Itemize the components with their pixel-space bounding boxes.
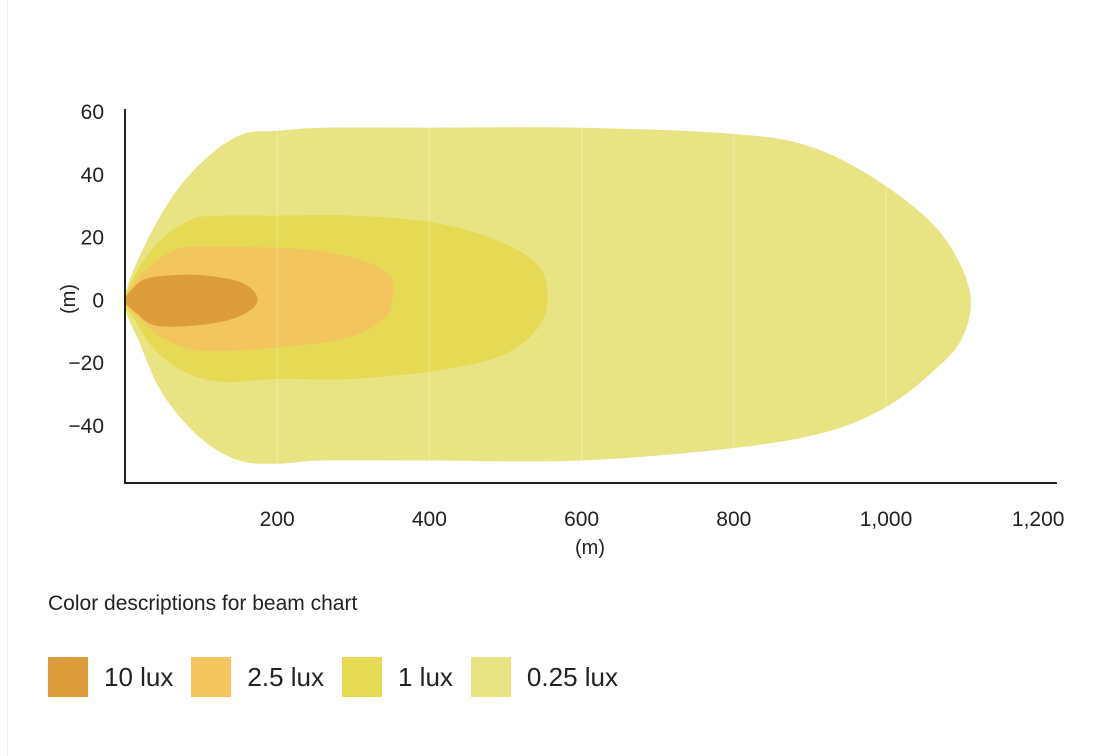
legend-label-0-25-lux: 0.25 lux <box>526 661 618 692</box>
legend-label-2-5-lux: 2.5 lux <box>247 661 324 692</box>
y-tick-label-0: 0 <box>92 289 104 312</box>
x-tick-label-400: 400 <box>412 508 447 531</box>
legend-item-2-5-lux: 2.5 lux <box>191 657 324 697</box>
x-tick-label-1-000: 1,000 <box>860 508 913 531</box>
y-tick-label-20: −20 <box>68 352 104 375</box>
y-tick-label-20: 20 <box>81 227 104 250</box>
x-tick-label-200: 200 <box>260 508 295 531</box>
legend: 10 lux 2.5 lux 1 lux 0.25 lux <box>48 657 636 697</box>
legend-item-1-lux: 1 lux <box>342 657 453 697</box>
x-tick-label-1-200: 1,200 <box>1012 508 1065 531</box>
legend-item-0-25-lux: 0.25 lux <box>470 657 618 697</box>
legend-label-10-lux: 10 lux <box>104 661 174 692</box>
x-tick-label-600: 600 <box>564 508 599 531</box>
x-axis-label: (m) <box>575 537 605 559</box>
y-tick-label-40: 40 <box>81 164 104 187</box>
legend-swatch-2-5-lux <box>191 657 232 697</box>
legend-label-1-lux: 1 lux <box>398 661 453 692</box>
legend-item-10-lux: 10 lux <box>48 657 173 697</box>
beam-area-0-25-lux <box>124 127 972 464</box>
beam-areas <box>124 112 1039 482</box>
legend-swatch-10-lux <box>48 657 88 697</box>
beam-area-10-lux <box>125 274 258 327</box>
y-axis-label: (m) <box>58 284 80 314</box>
legend-title: Color descriptions for beam chart <box>48 592 358 615</box>
axes <box>124 109 1057 484</box>
legend-swatch-0-25-lux <box>470 657 511 697</box>
legend-swatch-1-lux <box>342 657 382 697</box>
y-tick-label-60: 60 <box>81 101 104 124</box>
page-edge-rule <box>7 0 8 756</box>
y-tick-label-40: −40 <box>68 415 104 438</box>
x-tick-label-800: 800 <box>716 508 751 531</box>
